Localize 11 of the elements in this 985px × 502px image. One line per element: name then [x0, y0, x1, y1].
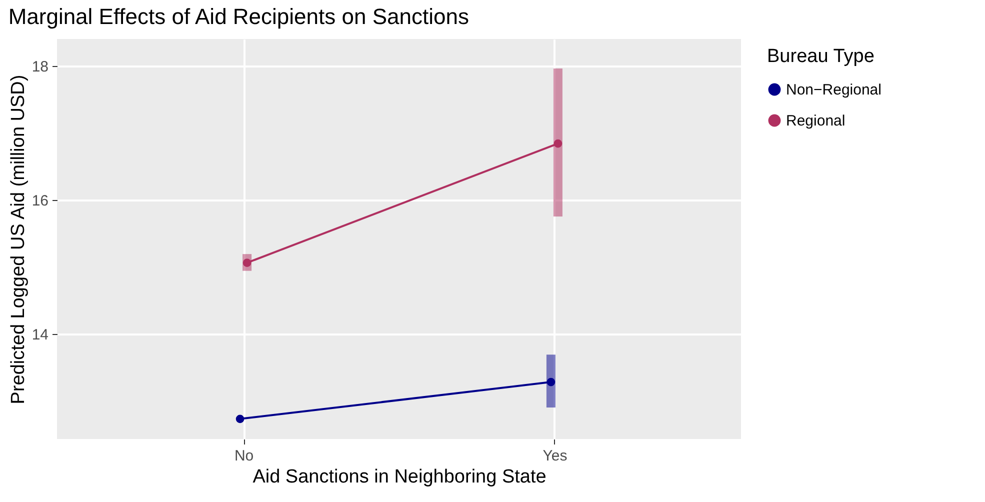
x-tick-label: Yes [542, 448, 568, 464]
legend-label: Non−Regional [786, 82, 882, 98]
y-tick-label: 18 [32, 58, 48, 76]
y-axis-title: Predicted Logged US Aid (million USD) [8, 74, 29, 404]
y-tick-label: 16 [32, 192, 48, 210]
x-axis-title: Aid Sanctions in Neighboring State [252, 466, 546, 488]
legend-title: Bureau Type [767, 46, 874, 67]
y-tick-label: 14 [32, 326, 48, 344]
legend-label: Regional [786, 112, 846, 130]
x-tick-label: No [234, 448, 254, 464]
chart-title: Marginal Effects of Aid Recipients on Sanctions [8, 4, 469, 29]
